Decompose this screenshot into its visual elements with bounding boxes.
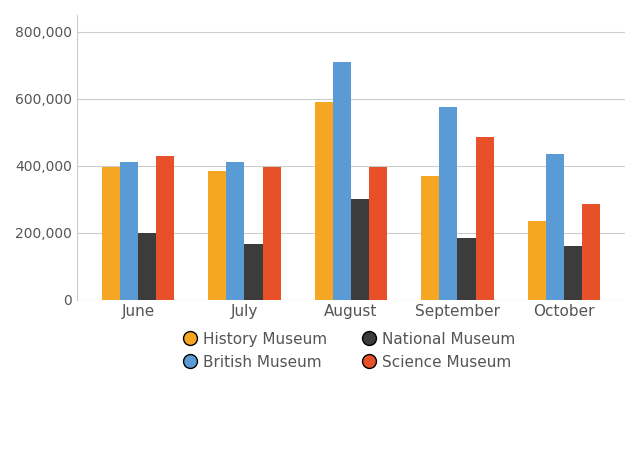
Bar <box>528 221 546 299</box>
Bar <box>421 176 439 299</box>
Bar <box>138 233 156 299</box>
Bar <box>227 162 244 299</box>
Bar <box>351 199 369 299</box>
Bar <box>582 204 600 299</box>
Bar <box>333 62 351 299</box>
Bar <box>369 167 387 299</box>
Bar <box>476 137 493 299</box>
Bar <box>120 162 138 299</box>
Bar <box>208 171 227 299</box>
Bar <box>315 102 333 299</box>
Bar <box>156 156 174 299</box>
Bar <box>458 237 476 299</box>
Bar <box>102 167 120 299</box>
Bar <box>546 154 564 299</box>
Bar <box>262 167 281 299</box>
Bar <box>244 245 262 299</box>
Legend: History Museum, British Museum, National Museum, Science Museum: History Museum, British Museum, National… <box>179 324 523 377</box>
Bar <box>439 107 458 299</box>
Bar <box>564 246 582 299</box>
